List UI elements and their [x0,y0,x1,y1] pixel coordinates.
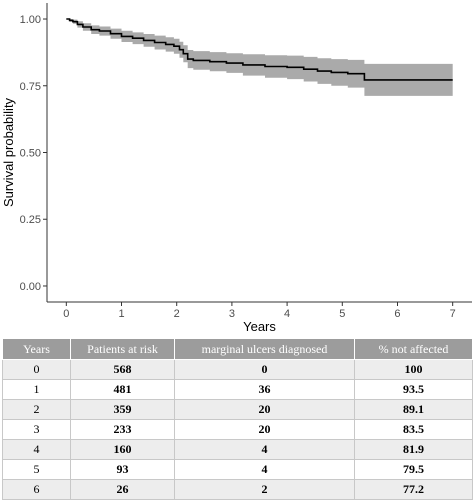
x-tick-label: 0 [63,308,69,320]
y-tick-label: 1.00 [20,14,41,26]
confidence-band-layer [66,19,453,96]
x-tick-label: 4 [284,308,290,320]
x-tick-label: 3 [229,308,235,320]
table-row: 0 568 0 100 [2,359,473,380]
cell-ulcers-diagnosed: 36 [174,379,355,400]
table-header-row: Years Patients at risk marginal ulcers d… [2,338,473,360]
cell-percent-not-affected: 81.9 [354,439,473,460]
cell-percent-not-affected: 89.1 [354,399,473,420]
header-percent-not-affected: % not affected [354,338,473,360]
cell-years: 5 [2,459,71,480]
cell-ulcers-diagnosed: 4 [174,459,355,480]
cell-ulcers-diagnosed: 2 [174,479,355,500]
x-tick-label: 7 [450,308,456,320]
cell-years: 4 [2,439,71,460]
cell-percent-not-affected: 83.5 [354,419,473,440]
cell-years: 2 [2,399,71,420]
y-tick-label: 0.25 [20,214,41,226]
header-patients-at-risk: Patients at risk [70,338,175,360]
cell-years: 3 [2,419,71,440]
survival-curve [66,18,453,81]
table-row: 3 233 20 83.5 [2,419,473,440]
table-row: 2 359 20 89.1 [2,399,473,420]
patients-at-risk-table: Years Patients at risk marginal ulcers d… [2,338,473,500]
table-row: 1 481 36 93.5 [2,379,473,400]
cell-patients-at-risk: 359 [70,399,175,420]
cell-patients-at-risk: 160 [70,439,175,460]
confidence-band [66,19,453,96]
cell-ulcers-diagnosed: 4 [174,439,355,460]
table-row: 5 93 4 79.5 [2,459,473,480]
header-years: Years [2,338,71,360]
cell-patients-at-risk: 93 [70,459,175,480]
y-axis-title: Survival probability [1,97,16,207]
cell-patients-at-risk: 568 [70,359,175,380]
cell-years: 1 [2,379,71,400]
table-row: 6 26 2 77.2 [2,479,473,500]
cell-percent-not-affected: 100 [354,359,473,380]
x-tick-label: 6 [394,308,400,320]
header-ulcers-diagnosed: marginal ulcers diagnosed [174,338,355,360]
x-tick-label: 1 [118,308,124,320]
cell-patients-at-risk: 481 [70,379,175,400]
y-ticks: 0.00 0.25 0.50 0.75 1.00 [20,14,47,293]
x-ticks: 0 1 2 3 4 5 6 7 [63,302,456,320]
y-tick-label: 0.50 [20,148,41,160]
cell-percent-not-affected: 93.5 [354,379,473,400]
x-tick-label: 2 [174,308,180,320]
cell-years: 0 [2,359,71,380]
cell-years: 6 [2,479,71,500]
survival-curve-layer [66,18,453,81]
survival-chart: 0.00 0.25 0.50 0.75 1.00 0 1 2 3 4 5 6 7 Survival p… [1,3,472,334]
cell-percent-not-affected: 77.2 [354,479,473,500]
cell-patients-at-risk: 233 [70,419,175,440]
x-tick-label: 5 [339,308,345,320]
cell-patients-at-risk: 26 [70,479,175,500]
cell-ulcers-diagnosed: 20 [174,399,355,420]
cell-percent-not-affected: 79.5 [354,459,473,480]
x-axis-title: Years [243,319,276,334]
y-tick-label: 0.75 [20,81,41,93]
cell-ulcers-diagnosed: 0 [174,359,355,380]
cell-ulcers-diagnosed: 20 [174,419,355,440]
table-row: 4 160 4 81.9 [2,439,473,460]
y-tick-label: 0.00 [20,281,41,293]
